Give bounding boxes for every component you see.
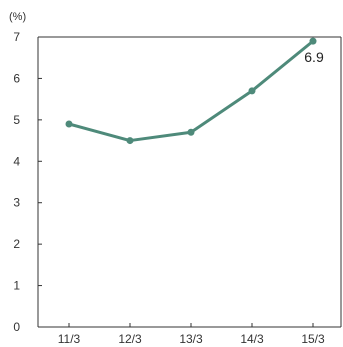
y-tick-label: 7 — [13, 30, 20, 44]
data-point — [65, 120, 73, 128]
y-axis-unit-label: (%) — [9, 11, 26, 23]
data-label: 6.9 — [304, 49, 324, 65]
y-tick-label: 0 — [13, 320, 20, 334]
x-tick-label: 11/3 — [58, 332, 81, 346]
series-group — [65, 37, 317, 145]
x-axis-ticks: 11/3 12/3 13/3 14/3 15/3 — [58, 323, 325, 346]
data-point — [187, 128, 195, 136]
x-tick-label: 15/3 — [301, 332, 325, 346]
y-tick-label: 2 — [13, 237, 20, 251]
data-point — [248, 87, 256, 95]
data-point — [309, 37, 317, 45]
y-tick-label: 3 — [13, 196, 20, 210]
y-axis-ticks: 0 1 2 3 4 5 6 7 — [13, 30, 42, 334]
plot-frame — [37, 36, 342, 328]
x-tick-label: 14/3 — [240, 332, 264, 346]
series-line — [67, 39, 315, 143]
data-labels: 6.9 — [304, 49, 324, 65]
x-tick-label: 12/3 — [118, 332, 142, 346]
y-tick-label: 1 — [13, 279, 20, 293]
y-tick-label: 6 — [13, 71, 20, 85]
y-tick-label: 5 — [13, 113, 20, 127]
x-tick-label: 13/3 — [179, 332, 203, 346]
data-point — [126, 137, 134, 145]
y-tick-label: 4 — [13, 154, 20, 168]
